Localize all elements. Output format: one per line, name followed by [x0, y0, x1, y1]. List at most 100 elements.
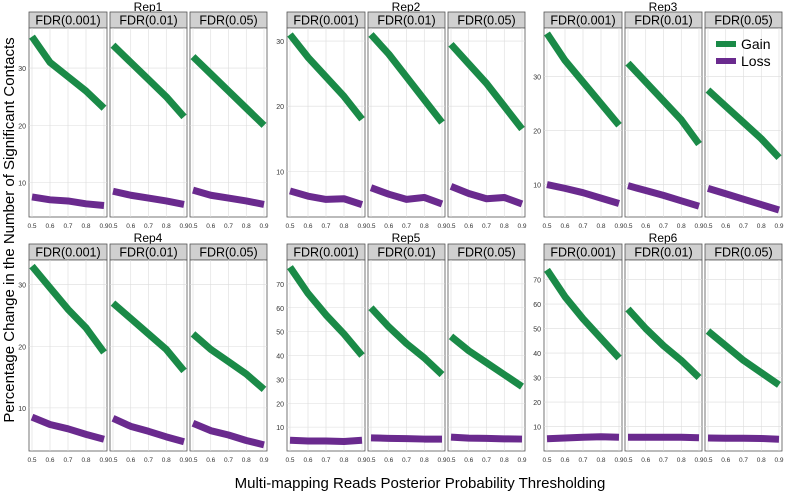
x-tick-label: 0.9	[99, 223, 108, 230]
replicate-title: Rep1	[134, 0, 163, 14]
x-tick-label: 0.8	[420, 457, 429, 464]
loss-series-line	[30, 413, 105, 443]
loss-series-line	[546, 181, 621, 207]
x-tick-label: 0.9	[357, 223, 366, 230]
gain-series-line	[110, 300, 187, 374]
x-tick-label: 0.7	[482, 223, 491, 230]
x-tick-label: 0.7	[224, 223, 233, 230]
facet-label: FDR(0.05)	[199, 246, 257, 260]
x-tick-label: 0.7	[224, 457, 233, 464]
facet-panel: FDR(0.01) 0.5 0.6 0.7 0.8 0.9	[366, 243, 447, 464]
x-tick-label: 0.9	[774, 457, 783, 464]
facet-panel: FDR(0.05) 0.5 0.6 0.7 0.8 0.9	[446, 11, 527, 230]
gain-series-line	[110, 42, 187, 120]
y-tick-label: 50	[276, 330, 284, 337]
facet-label: FDR(0.001)	[293, 14, 358, 28]
x-tick-label: 0.8	[162, 223, 171, 230]
gain-series-line	[29, 34, 107, 111]
x-tick-label: 0.5	[188, 223, 197, 230]
replicate-title: Rep6	[649, 231, 678, 245]
x-tick-label: 0.5	[703, 223, 712, 230]
x-tick-label: 0.7	[402, 457, 411, 464]
x-tick-label: 0.7	[659, 223, 668, 230]
gain-series-line	[190, 54, 267, 128]
x-tick-label: 0.6	[721, 223, 730, 230]
facet-panel: FDR(0.001) 0.5 0.6 0.7 0.8 0.9	[285, 243, 367, 464]
x-tick-label: 0.7	[482, 457, 491, 464]
x-tick-label: 0.8	[500, 457, 509, 464]
x-tick-label: 0.8	[339, 457, 348, 464]
facet-panel: FDR(0.01) 0.5 0.6 0.7 0.8 0.9	[623, 11, 704, 230]
x-tick-label: 0.8	[677, 223, 686, 230]
gain-series-line	[625, 306, 702, 381]
x-tick-label: 0.9	[357, 457, 366, 464]
facet-label: FDR(0.001)	[293, 246, 358, 260]
facet-label: FDR(0.001)	[35, 14, 100, 28]
facet-panel: FDR(0.001) 0.5 0.6 0.7 0.8 0.9	[542, 11, 624, 230]
facet-label: FDR(0.05)	[457, 14, 515, 28]
x-tick-label: 0.9	[99, 457, 108, 464]
x-tick-label: 0.9	[259, 223, 268, 230]
loss-series-line	[289, 436, 363, 445]
facet-panel: FDR(0.05) 0.5 0.6 0.7 0.8 0.9	[703, 243, 784, 464]
facet-label: FDR(0.001)	[35, 246, 100, 260]
loss-series-line	[191, 420, 265, 449]
loss-series-line	[706, 185, 781, 214]
gain-series-line	[544, 267, 622, 361]
x-tick-label: 0.6	[303, 223, 312, 230]
x-tick-label: 0.6	[464, 223, 473, 230]
x-tick-label: 0.9	[614, 457, 623, 464]
x-tick-label: 0.6	[126, 457, 135, 464]
x-tick-label: 0.5	[623, 457, 632, 464]
x-tick-label: 0.8	[81, 223, 90, 230]
x-tick-label: 0.5	[703, 457, 712, 464]
y-tick-label: 10	[276, 425, 284, 432]
y-tick-label: 50	[533, 327, 541, 334]
replicate-6: Rep6 10 20 30 40 50 60 70 FDR(0.001) 0.5 0.6 0.7 0.8…	[533, 231, 784, 464]
facet-label: FDR(0.05)	[714, 246, 772, 260]
y-tick-label: 60	[276, 306, 284, 313]
facet-label: FDR(0.001)	[550, 246, 615, 260]
facet-label: FDR(0.01)	[377, 14, 435, 28]
facet-panel: FDR(0.01) 0.5 0.6 0.7 0.8 0.9	[366, 11, 447, 230]
x-tick-label: 0.5	[542, 223, 551, 230]
x-tick-label: 0.9	[437, 457, 446, 464]
x-tick-label: 0.9	[179, 457, 188, 464]
x-tick-label: 0.5	[285, 223, 294, 230]
x-tick-label: 0.6	[206, 223, 215, 230]
x-tick-label: 0.8	[677, 457, 686, 464]
facet-label: FDR(0.01)	[119, 14, 177, 28]
x-tick-label: 0.6	[560, 223, 569, 230]
x-tick-label: 0.5	[446, 223, 455, 230]
gain-series-line	[368, 32, 445, 125]
x-tick-label: 0.8	[420, 223, 429, 230]
gain-series-line	[625, 60, 702, 147]
loss-series-line	[450, 433, 523, 443]
x-tick-label: 0.8	[596, 223, 605, 230]
facet-panel: FDR(0.01) 0.5 0.6 0.7 0.8 0.9	[108, 243, 189, 464]
x-tick-label: 0.8	[242, 457, 251, 464]
x-tick-label: 0.6	[641, 223, 650, 230]
x-tick-label: 0.9	[179, 223, 188, 230]
x-tick-label: 0.9	[517, 457, 526, 464]
facet-panel: FDR(0.001) 0.5 0.6 0.7 0.8 0.9	[27, 243, 109, 464]
x-tick-label: 0.5	[27, 457, 36, 464]
loss-series-line	[31, 193, 105, 210]
x-tick-label: 0.6	[303, 457, 312, 464]
gain-series-line	[544, 31, 622, 128]
facet-panel: FDR(0.001) 0.5 0.6 0.7 0.8 0.9	[542, 243, 624, 464]
y-tick-label: 70	[276, 282, 284, 289]
x-tick-label: 0.5	[542, 457, 551, 464]
legend-item-loss: Loss	[716, 53, 771, 69]
x-tick-label: 0.6	[464, 457, 473, 464]
x-tick-label: 0.5	[27, 223, 36, 230]
x-tick-label: 0.7	[739, 457, 748, 464]
y-tick-label: 10	[18, 181, 26, 188]
y-tick-label: 10	[276, 169, 284, 176]
y-tick-label: 20	[276, 401, 284, 408]
x-tick-label: 0.9	[437, 223, 446, 230]
facet-label: FDR(0.01)	[377, 246, 435, 260]
loss-series-line	[627, 182, 701, 210]
